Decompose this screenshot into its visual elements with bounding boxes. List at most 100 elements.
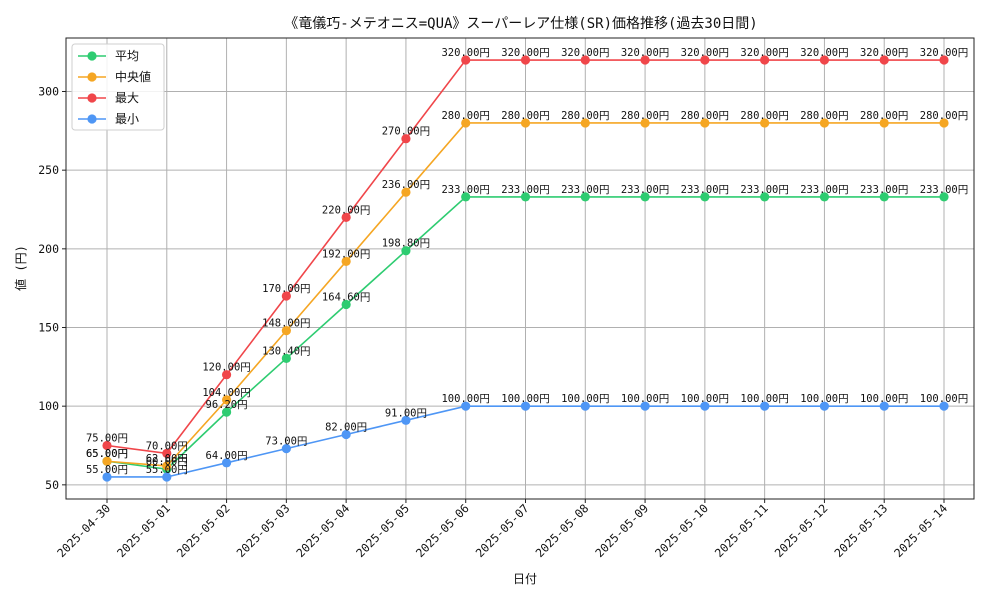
- data-label: 233.00円: [800, 184, 848, 196]
- data-point: [640, 118, 650, 128]
- data-label: 100.00円: [860, 393, 908, 405]
- data-label: 320.00円: [501, 47, 549, 59]
- data-label: 104.00円: [202, 387, 250, 399]
- data-point: [221, 370, 232, 380]
- data-point: [700, 401, 710, 411]
- data-point: [520, 192, 531, 202]
- data-point: [879, 401, 889, 411]
- data-label: 320.00円: [740, 47, 788, 59]
- data-point: [461, 55, 471, 65]
- data-label: 236.00円: [382, 179, 430, 191]
- data-label: 100.00円: [920, 393, 968, 405]
- data-point: [401, 415, 411, 425]
- data-label: 220.00円: [322, 204, 370, 216]
- data-point: [281, 326, 291, 336]
- y-tick-label: 50: [45, 478, 59, 492]
- data-point: [162, 461, 172, 471]
- data-label: 60.00円: [146, 456, 188, 468]
- data-point: [700, 55, 710, 65]
- y-tick-label: 100: [38, 399, 59, 413]
- data-label: 280.00円: [920, 110, 968, 122]
- data-point: [939, 192, 949, 202]
- data-point: [760, 192, 770, 202]
- x-tick-label: 2025-04-30: [54, 501, 113, 560]
- legend-label: 最大: [115, 91, 139, 105]
- data-point: [221, 458, 232, 468]
- data-label: 270.00円: [382, 126, 430, 138]
- data-label: 233.00円: [681, 184, 729, 196]
- data-point: [221, 395, 232, 405]
- data-label: 62.00円: [146, 453, 188, 465]
- data-point: [879, 192, 889, 202]
- data-label: 233.00円: [441, 184, 489, 196]
- data-point: [102, 472, 112, 482]
- data-point: [281, 444, 291, 454]
- x-tick-label: 2025-05-13: [831, 501, 890, 560]
- data-label: 65.00円: [86, 448, 128, 460]
- y-tick-label: 150: [38, 321, 59, 335]
- data-label: 65.00円: [86, 448, 128, 460]
- data-point: [401, 246, 411, 256]
- data-point: [461, 192, 471, 202]
- legend-swatch-marker: [87, 72, 97, 82]
- x-tick-label: 2025-05-04: [293, 501, 352, 560]
- data-point: [341, 212, 351, 222]
- legend-swatch-marker: [87, 114, 97, 124]
- data-label: 100.00円: [800, 393, 848, 405]
- legend-label: 最小: [115, 112, 139, 126]
- data-labels: 65.00円 60.00円 96.20円 130.40円 164.60円 198.80円 2…: [86, 47, 968, 476]
- data-label: 280.00円: [621, 110, 669, 122]
- data-label: 75.00円: [86, 433, 128, 445]
- data-label: 280.00円: [740, 110, 788, 122]
- x-tick-label: 2025-05-07: [473, 501, 532, 560]
- y-tick-label: 250: [38, 163, 59, 177]
- data-label: 280.00円: [561, 110, 609, 122]
- data-label: 170.00円: [262, 283, 310, 295]
- data-point: [640, 192, 650, 202]
- data-label: 100.00円: [441, 393, 489, 405]
- data-point: [461, 401, 471, 411]
- data-label: 233.00円: [860, 184, 908, 196]
- data-label: 280.00円: [441, 110, 489, 122]
- data-point: [341, 256, 351, 267]
- data-label: 96.20円: [206, 399, 248, 411]
- data-label: 164.60円: [322, 292, 370, 304]
- data-point: [341, 429, 351, 440]
- data-label: 320.00円: [441, 47, 489, 59]
- data-point: [819, 118, 830, 128]
- x-tick-label: 2025-05-08: [533, 501, 592, 560]
- legend-swatch-marker: [87, 51, 97, 61]
- data-label: 280.00円: [681, 110, 729, 122]
- data-point: [760, 55, 770, 65]
- data-point: [520, 55, 531, 65]
- data-point: [102, 440, 112, 451]
- data-label: 82.00円: [325, 421, 367, 433]
- data-point: [580, 401, 590, 411]
- data-point: [162, 472, 172, 482]
- data-label: 100.00円: [501, 393, 549, 405]
- data-label: 100.00円: [681, 393, 729, 405]
- data-point: [520, 401, 531, 411]
- data-point: [580, 118, 590, 128]
- x-tick-label: 2025-05-06: [413, 501, 472, 560]
- data-label: 320.00円: [920, 47, 968, 59]
- x-tick-label: 2025-05-11: [712, 501, 771, 560]
- data-point: [760, 118, 770, 128]
- data-point: [939, 118, 949, 128]
- data-label: 320.00円: [860, 47, 908, 59]
- data-label: 130.40円: [262, 345, 310, 357]
- data-point: [341, 299, 351, 310]
- data-point: [461, 118, 471, 128]
- y-axis-label: 値 (円): [13, 245, 28, 291]
- data-point: [162, 448, 172, 458]
- data-label: 320.00円: [800, 47, 848, 59]
- data-point: [760, 401, 770, 411]
- data-label: 280.00円: [860, 110, 908, 122]
- x-tick-label: 2025-05-14: [891, 501, 950, 560]
- y-axis: 50 100 150 200 250 300: [38, 84, 66, 492]
- data-point: [700, 118, 710, 128]
- legend-label: 中央値: [115, 69, 151, 84]
- grid: [66, 38, 974, 499]
